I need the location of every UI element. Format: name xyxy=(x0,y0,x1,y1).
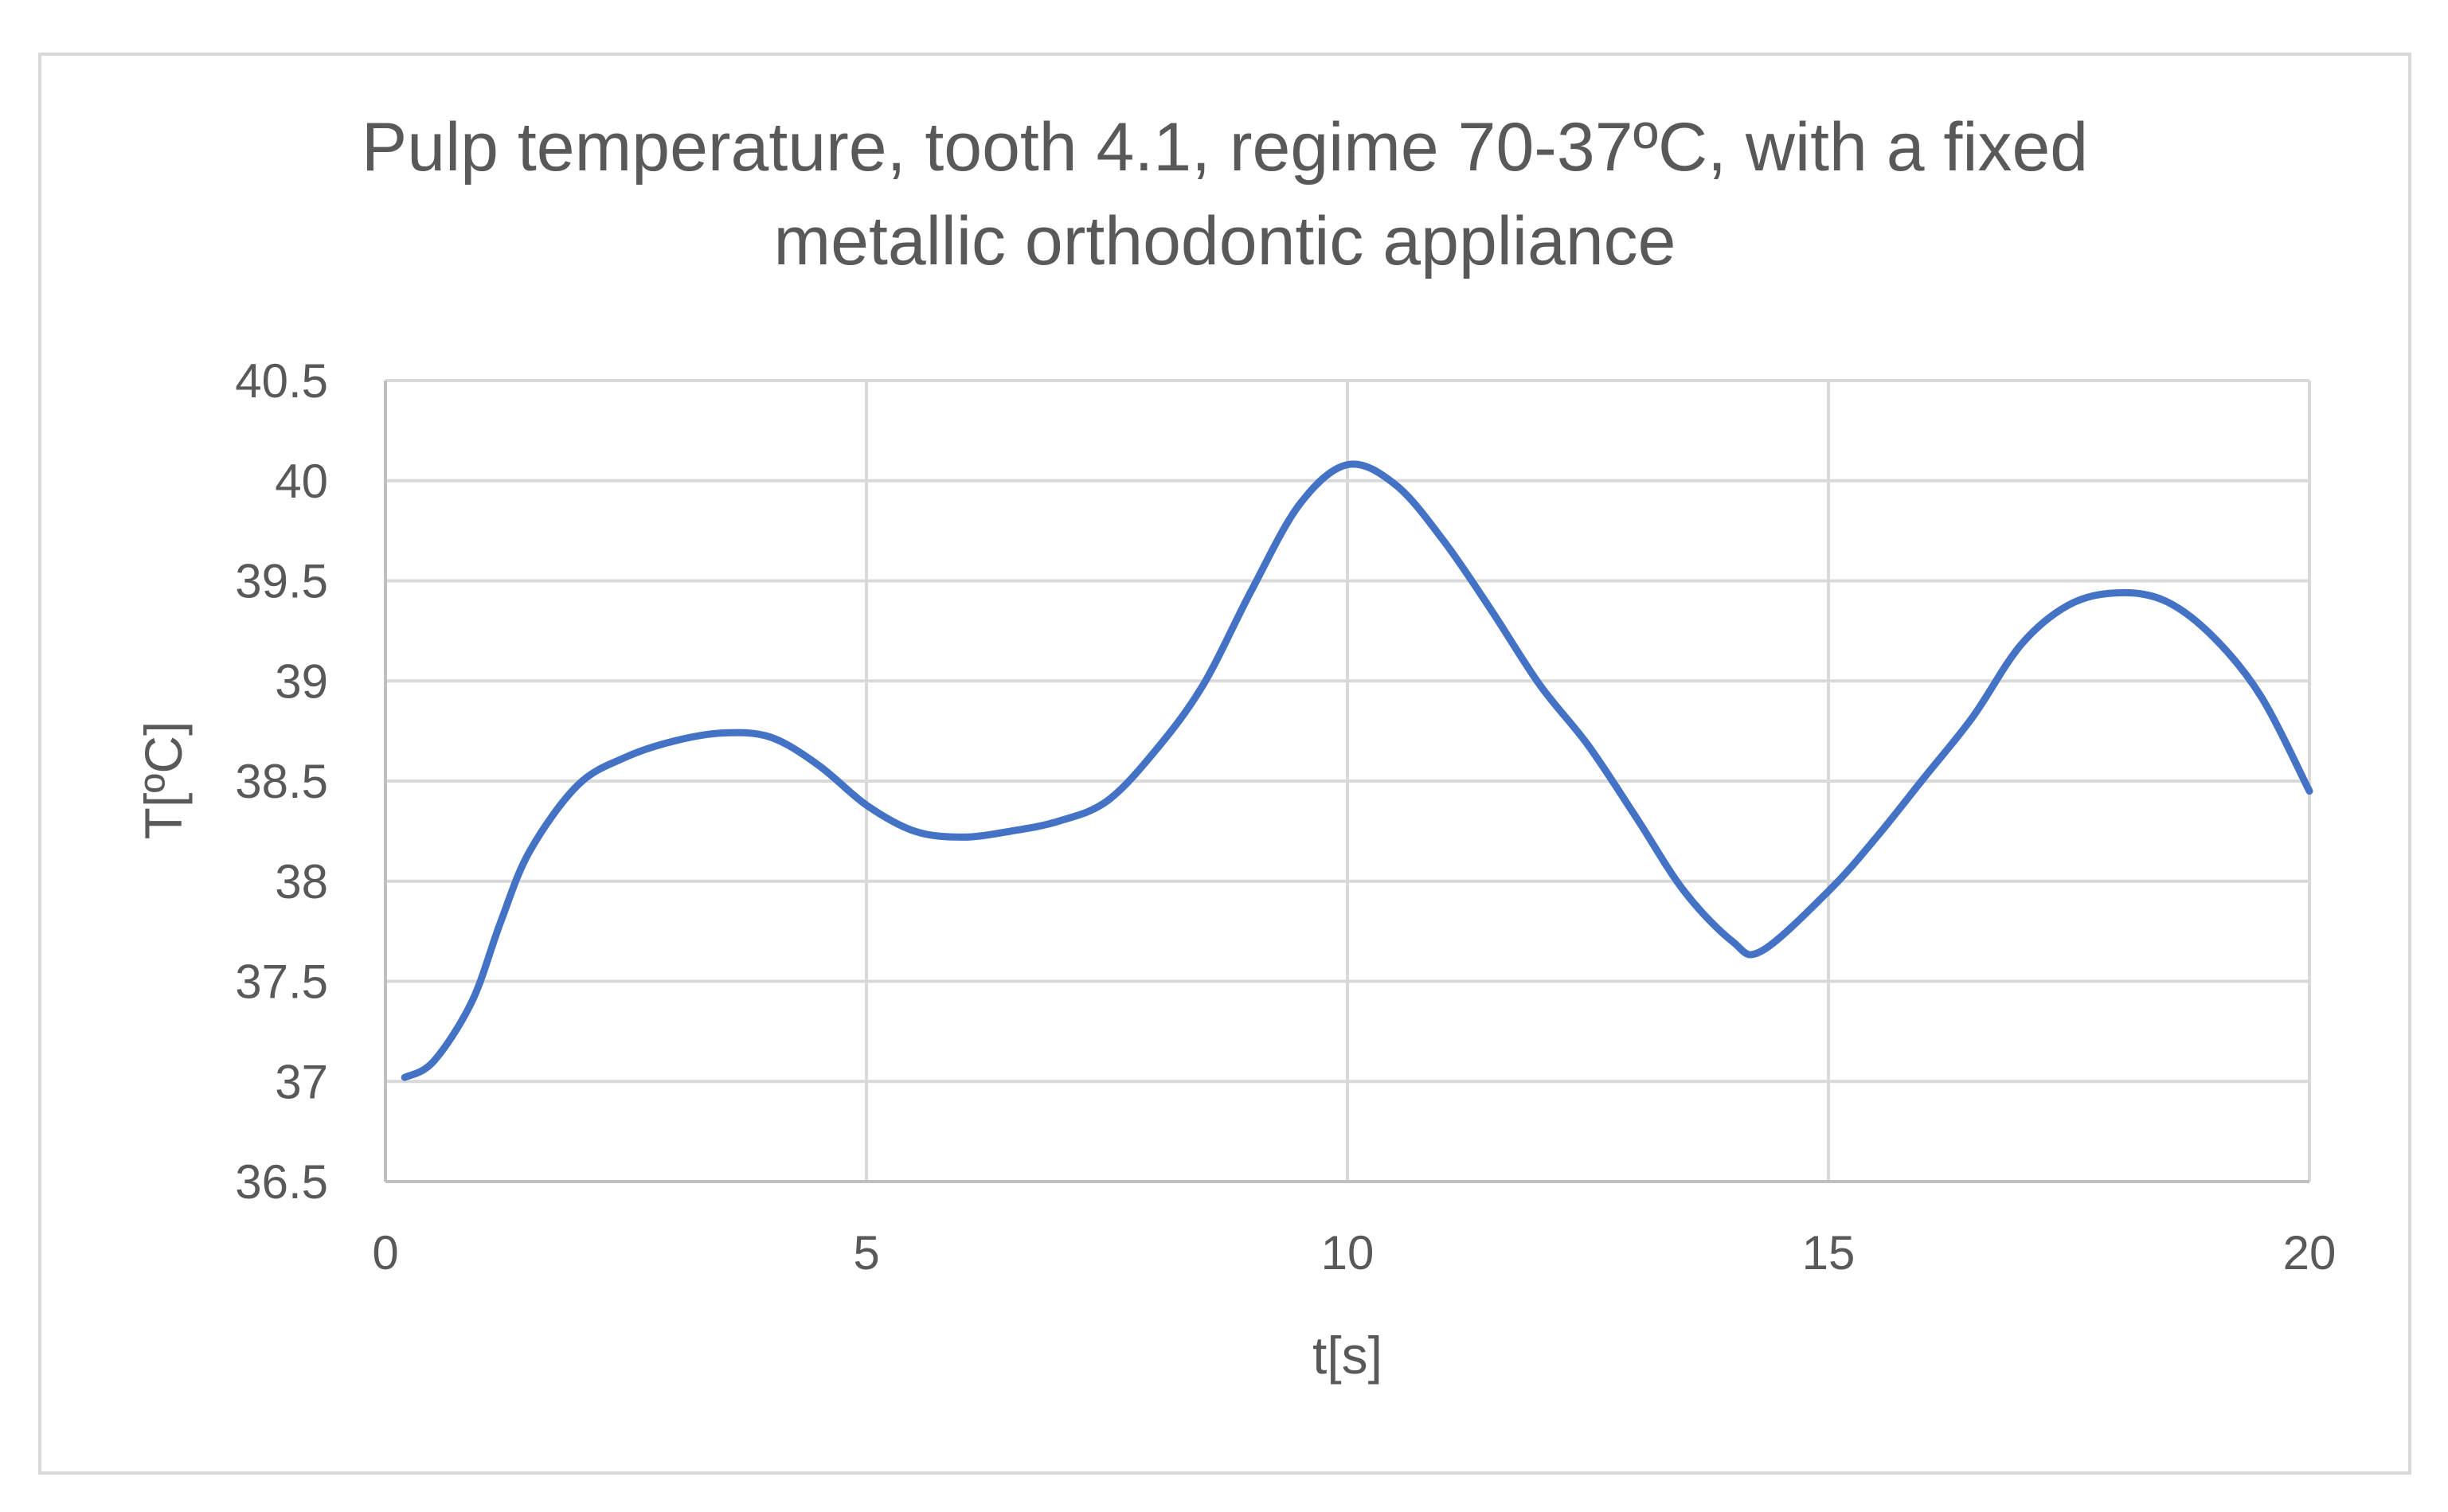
y-tick-label-5: 39 xyxy=(275,654,328,708)
axes xyxy=(384,381,2309,1183)
y-tick-label-7: 40 xyxy=(275,455,328,508)
x-tick-label-2: 10 xyxy=(1321,1226,1375,1280)
y-tick-label-8: 40.5 xyxy=(235,354,328,408)
x-tick-label-4: 20 xyxy=(2283,1226,2337,1280)
chart-title-line-2: metallic orthodontic appliance xyxy=(773,203,1676,279)
chart-title: Pulp temperature, tooth 4.1, regime 70-3… xyxy=(38,100,2411,288)
y-axis-title: T[ºC] xyxy=(134,721,193,840)
x-axis-title: t[s] xyxy=(1312,1326,1382,1385)
chart-frame xyxy=(38,53,2411,1475)
series-line-0 xyxy=(401,460,2313,1081)
y-tick-label-4: 38.5 xyxy=(235,755,328,808)
series-group xyxy=(401,460,2313,1081)
y-tick-labels: 36.5 37 37.5 38 38.5 39 39.5 40 40.5 xyxy=(235,354,328,1209)
x-tick-labels: 0 5 10 15 20 xyxy=(372,1226,2336,1280)
y-tick-label-6: 39.5 xyxy=(235,555,328,608)
y-tick-label-2: 37.5 xyxy=(235,955,328,1009)
y-tick-label-0: 36.5 xyxy=(235,1155,328,1209)
x-tick-label-0: 0 xyxy=(372,1226,398,1280)
y-tick-label-1: 37 xyxy=(275,1055,328,1108)
chart-title-line-1: Pulp temperature, tooth 4.1, regime 70-3… xyxy=(361,109,2089,186)
x-tick-label-1: 5 xyxy=(853,1226,879,1280)
x-tick-label-3: 15 xyxy=(1802,1226,1856,1280)
y-tick-label-3: 38 xyxy=(275,855,328,908)
gridlines xyxy=(385,379,2311,1182)
